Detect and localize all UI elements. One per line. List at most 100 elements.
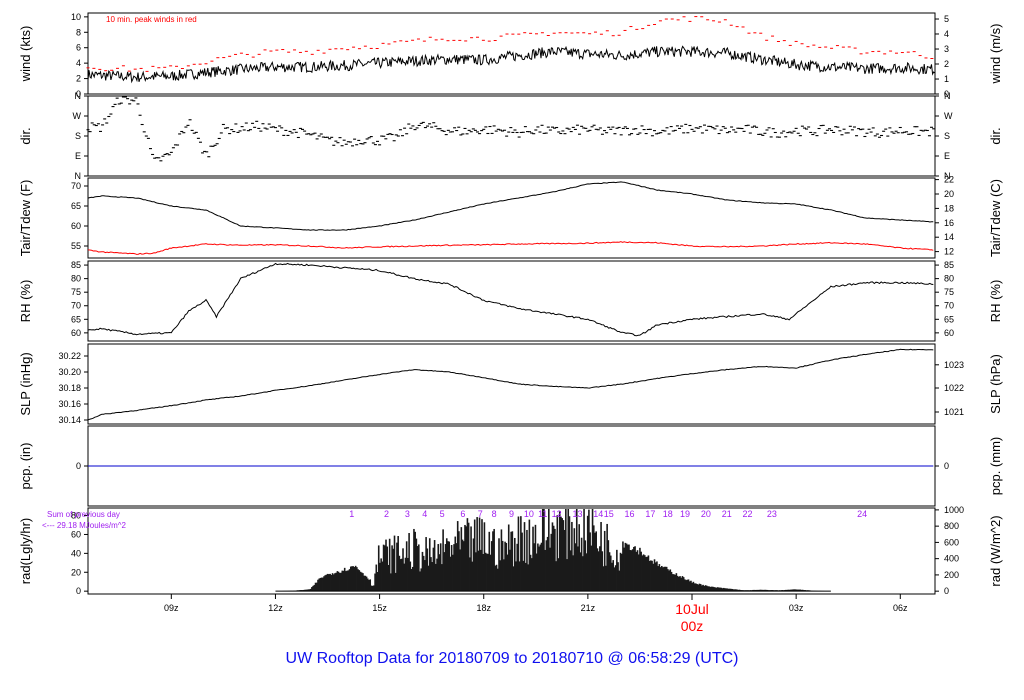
y-axis-label-right: RH (%) bbox=[988, 280, 1003, 323]
hour-marker: 7 bbox=[478, 509, 483, 519]
right-tick-label: 60 bbox=[944, 328, 954, 338]
left-tick-label: 60 bbox=[71, 328, 81, 338]
right-tick-label: 0 bbox=[944, 461, 949, 471]
wind-annotation: 10 min. peak winds in red bbox=[106, 15, 197, 24]
right-tick-label: 1000 bbox=[944, 505, 964, 515]
hour-marker: 23 bbox=[767, 509, 777, 519]
hour-marker: 17 bbox=[645, 509, 655, 519]
x-tick-label: 12z bbox=[268, 603, 283, 613]
x-tick-label: 15z bbox=[372, 603, 387, 613]
right-tick-label: W bbox=[944, 111, 953, 121]
hour-marker: 19 bbox=[680, 509, 690, 519]
y-axis-label-left: pcp. (in) bbox=[18, 443, 33, 490]
hour-marker: 14 bbox=[593, 509, 603, 519]
hour-marker: 12 bbox=[552, 509, 562, 519]
right-tick-label: 4 bbox=[944, 29, 949, 39]
radiation-annotation-sum: Sum of previous day bbox=[47, 510, 120, 519]
right-tick-label: N bbox=[944, 91, 951, 101]
hour-marker: 10 bbox=[524, 509, 534, 519]
left-tick-label: 70 bbox=[71, 301, 81, 311]
x-tick-label: 09z bbox=[164, 603, 179, 613]
left-tick-label: 6 bbox=[76, 43, 81, 53]
right-tick-label: 80 bbox=[944, 274, 954, 284]
y-axis-label-left: Tair/Tdew (F) bbox=[18, 180, 33, 257]
left-tick-label: 80 bbox=[71, 511, 81, 521]
left-tick-label: 0 bbox=[76, 89, 81, 99]
right-tick-label: 800 bbox=[944, 521, 959, 531]
left-tick-label: 30.14 bbox=[58, 415, 81, 425]
left-tick-label: 0 bbox=[76, 461, 81, 471]
panel-slp: 30.14 30.16 30.18 30.20 30.22 1021 1022 1023 SLP… bbox=[18, 343, 1003, 425]
hour-marker: 5 bbox=[440, 509, 445, 519]
left-tick-label: 80 bbox=[71, 274, 81, 284]
series-line-slp bbox=[87, 348, 934, 421]
series-line-Tdew bbox=[87, 241, 934, 255]
radiation-annotation-value: <--- 29.18 MJoules/m^2 bbox=[42, 521, 127, 530]
left-tick-label: 4 bbox=[76, 58, 81, 68]
y-axis-label-left: wind (kts) bbox=[18, 26, 33, 83]
left-tick-label: N bbox=[75, 91, 82, 101]
y-axis-label-left: SLP (inHg) bbox=[18, 352, 33, 415]
hour-marker: 9 bbox=[509, 509, 514, 519]
right-tick-label: 70 bbox=[944, 301, 954, 311]
left-tick-label: 75 bbox=[71, 287, 81, 297]
left-tick-label: 40 bbox=[71, 548, 81, 558]
x-tick-label: 06z bbox=[893, 603, 908, 613]
right-tick-label: S bbox=[944, 131, 950, 141]
right-tick-label: 400 bbox=[944, 554, 959, 564]
left-tick-label: W bbox=[73, 111, 82, 121]
hour-marker: 21 bbox=[722, 509, 732, 519]
left-tick-label: S bbox=[75, 131, 81, 141]
x-tick-label: 21z bbox=[581, 603, 596, 613]
right-tick-label: 0 bbox=[944, 89, 949, 99]
chart-title: UW Rooftop Data for 20180709 to 20180710… bbox=[285, 650, 739, 667]
series-line-mean bbox=[87, 45, 936, 84]
right-tick-label: 3 bbox=[944, 44, 949, 54]
hour-marker: 24 bbox=[857, 509, 867, 519]
y-axis-label-right: wind (m/s) bbox=[988, 24, 1003, 85]
series-line-rh bbox=[87, 262, 934, 337]
right-tick-label: 200 bbox=[944, 570, 959, 580]
right-tick-label: 1 bbox=[944, 74, 949, 84]
left-tick-label: 65 bbox=[71, 201, 81, 211]
hour-marker: 4 bbox=[422, 509, 427, 519]
right-tick-label: 2 bbox=[944, 59, 949, 69]
y-axis-label-left: RH (%) bbox=[18, 280, 33, 323]
right-tick-label: 16 bbox=[944, 218, 954, 228]
hour-marker: 13 bbox=[572, 509, 582, 519]
hour-marker: 2 bbox=[384, 509, 389, 519]
panel-temp: 55 60 65 70 12 14 16 18 20 22 Tair/Tdew (F) Tair/Td… bbox=[18, 175, 1003, 259]
left-tick-label: 60 bbox=[71, 221, 81, 231]
y-axis-label-right: dir. bbox=[988, 127, 1003, 144]
hour-marker: 15 bbox=[604, 509, 614, 519]
y-axis-label-right: pcp. (mm) bbox=[988, 437, 1003, 496]
right-tick-label: 0 bbox=[944, 586, 949, 596]
right-tick-label: 5 bbox=[944, 14, 949, 24]
left-tick-label: 20 bbox=[71, 567, 81, 577]
right-tick-label: 65 bbox=[944, 314, 954, 324]
panel-frame bbox=[87, 95, 936, 177]
hour-marker: 11 bbox=[538, 509, 547, 519]
right-tick-label: 22 bbox=[944, 175, 954, 185]
hour-marker: 6 bbox=[460, 509, 465, 519]
left-tick-label: 55 bbox=[71, 241, 81, 251]
hour-marker: 22 bbox=[743, 509, 753, 519]
left-tick-label: 0 bbox=[76, 586, 81, 596]
right-tick-label: 1022 bbox=[944, 383, 964, 393]
hour-marker: 18 bbox=[663, 509, 673, 519]
right-tick-label: 1021 bbox=[944, 407, 964, 417]
left-tick-label: 8 bbox=[76, 27, 81, 37]
left-tick-label: 60 bbox=[71, 529, 81, 539]
series-line-Tair bbox=[87, 181, 934, 231]
left-tick-label: E bbox=[75, 151, 81, 161]
left-tick-label: 30.16 bbox=[58, 399, 81, 409]
left-tick-label: 2 bbox=[76, 74, 81, 84]
x-tick-label: 18z bbox=[476, 603, 491, 613]
left-tick-label: 10 bbox=[71, 12, 81, 22]
y-axis-label-right: SLP (hPa) bbox=[988, 354, 1003, 414]
left-tick-label: 30.18 bbox=[58, 383, 81, 393]
panel-pcp: 0 0 pcp. (in) pcp. (mm) bbox=[18, 425, 1003, 507]
